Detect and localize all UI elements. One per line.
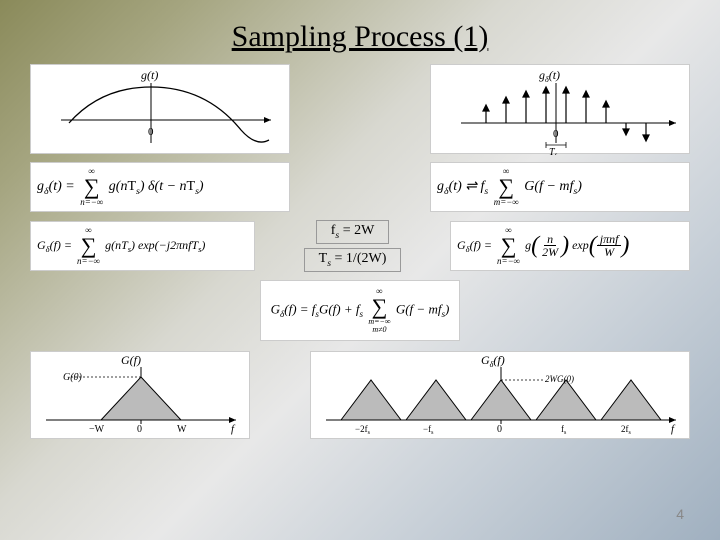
equation-Gdelta-f-exp: Gδ(f) = ∞ ∑ n=−∞ g(nTs) exp(−j2πnfTs): [30, 221, 255, 271]
svg-text:0: 0: [137, 424, 142, 435]
row-eq-time: gδ(t) = ∞ ∑ n=−∞ g(nTs) δ(t − nTs) gδ(t)…: [30, 162, 690, 212]
svg-text:2WG(0): 2WG(0): [545, 374, 574, 384]
axis-label: g(t): [141, 68, 158, 82]
fs-label: fs = 2W: [316, 220, 390, 244]
svg-text:0: 0: [553, 128, 559, 140]
svg-text:−2fs: −2fs: [355, 424, 371, 436]
svg-text:0: 0: [497, 424, 502, 435]
equation-Gdelta-f-frac: Gδ(f) = ∞ ∑ n=−∞ g(n2W) exp(jπnfW): [450, 221, 690, 271]
row-top-graphs: g(t) 0 gδ(t) 0: [30, 64, 690, 154]
svg-text:f: f: [231, 423, 236, 435]
svg-text:Gδ(f): Gδ(f): [481, 353, 505, 369]
page-number: 4: [676, 506, 684, 522]
Ts-label: Ts = 1/(2W): [304, 248, 402, 272]
row-bottom-graphs: G(f) f −W 0 W G(0) Gδ(f) f: [30, 351, 690, 439]
svg-text:2fs: 2fs: [621, 424, 632, 436]
svg-text:−fs: −fs: [423, 424, 434, 436]
svg-text:W: W: [177, 424, 187, 435]
svg-text:fs: fs: [561, 424, 567, 436]
svg-text:G(0): G(0): [63, 372, 83, 383]
svg-text:f: f: [671, 423, 676, 435]
svg-text:−W: −W: [89, 424, 105, 435]
row-eq-center: Gδ(f) = fsG(f) + fs ∞ ∑ m=−∞m≠0 G(f − mf…: [30, 280, 690, 341]
axis-label: gδ(t): [539, 68, 560, 84]
equation-gdelta-t: gδ(t) = ∞ ∑ n=−∞ g(nTs) δ(t − nTs): [30, 162, 290, 212]
svg-text:0: 0: [148, 126, 154, 138]
row-eq-freq: Gδ(f) = ∞ ∑ n=−∞ g(nTs) exp(−j2πnfTs) fs…: [30, 220, 690, 272]
content-area: g(t) 0 gδ(t) 0: [0, 64, 720, 439]
graph-sampled-signal: gδ(t) 0: [430, 64, 690, 154]
graph-spectrum-G: G(f) f −W 0 W G(0): [30, 351, 250, 439]
slide-title: Sampling Process (1): [0, 0, 720, 64]
equation-Gdelta-expansion: Gδ(f) = fsG(f) + fs ∞ ∑ m=−∞m≠0 G(f − mf…: [260, 280, 461, 341]
graph-spectrum-Gdelta: Gδ(f) f −2fs −fs 0 fs 2fs: [310, 351, 690, 439]
equation-gdelta-transform: gδ(t) ⇌ fs ∞ ∑ m=−∞ G(f − mfs): [430, 162, 690, 212]
svg-text:G(f): G(f): [121, 353, 141, 367]
svg-text:Ts: Ts: [549, 147, 558, 155]
sampling-conditions: fs = 2W Ts = 1/(2W): [304, 220, 402, 272]
graph-continuous-signal: g(t) 0: [30, 64, 290, 154]
